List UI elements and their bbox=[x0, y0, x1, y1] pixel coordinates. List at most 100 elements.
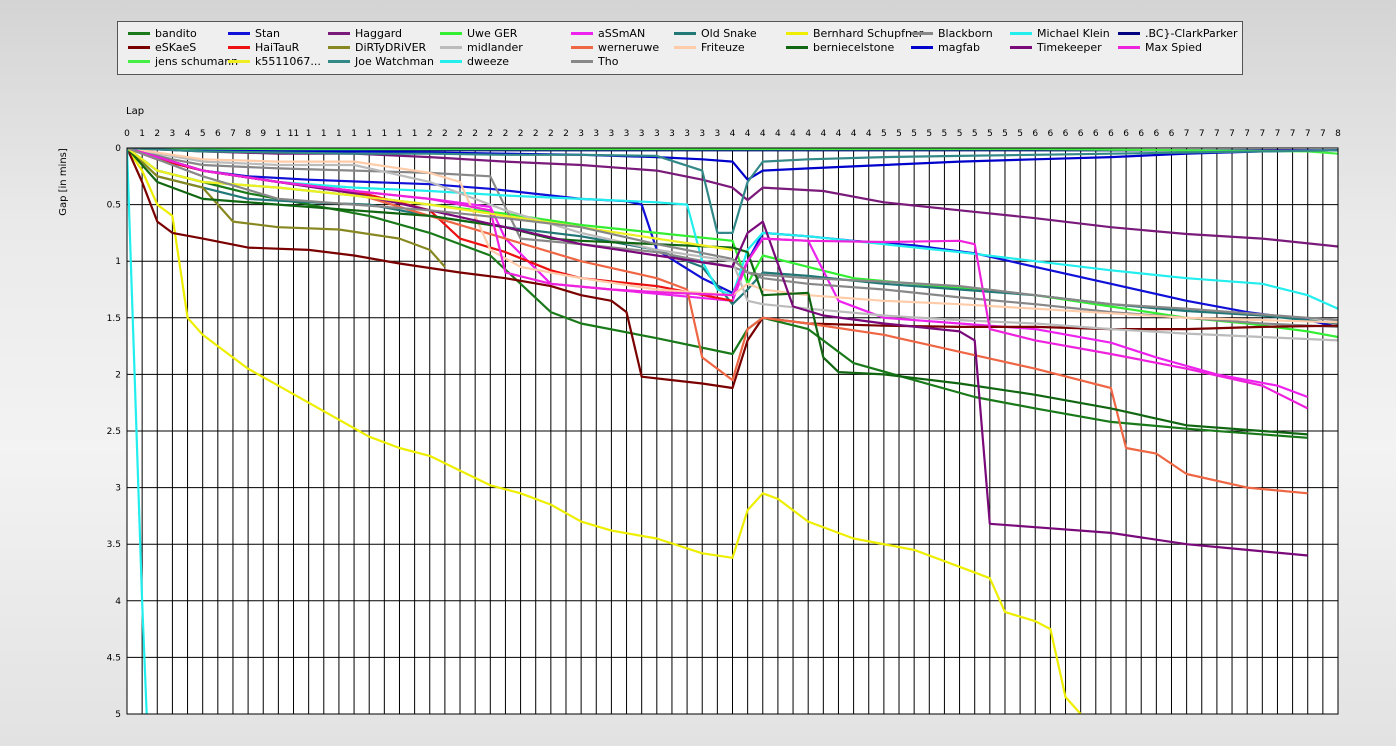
legend-label: Uwe GER bbox=[467, 27, 518, 40]
x-tick-label: 3 bbox=[578, 129, 584, 139]
x-tick-label: 4 bbox=[805, 129, 811, 139]
legend-swatch bbox=[228, 32, 250, 35]
legend-swatch bbox=[911, 46, 933, 49]
x-tick-label: 3 bbox=[609, 129, 615, 139]
x-tick-label: 5 bbox=[942, 129, 948, 139]
x-tick-label: 3 bbox=[170, 129, 176, 139]
x-tick-label: 4 bbox=[866, 129, 872, 139]
legend-label: midlander bbox=[467, 41, 523, 54]
series-line-dweeze bbox=[127, 148, 148, 714]
legend-label: Michael Klein bbox=[1037, 27, 1110, 40]
legend-swatch bbox=[674, 46, 696, 49]
x-tick-label: 4 bbox=[790, 129, 796, 139]
series-line-eskaes bbox=[127, 148, 1338, 390]
x-tick-label: 7 bbox=[1184, 129, 1190, 139]
y-tick-label: 0 bbox=[115, 144, 121, 154]
y-tick-label: 2.5 bbox=[107, 427, 121, 437]
x-tick-label: 3 bbox=[624, 129, 630, 139]
x-tick-label: 2 bbox=[518, 129, 524, 139]
series-lines bbox=[127, 148, 1338, 714]
x-tick-label: 6 bbox=[1123, 129, 1129, 139]
x-tick-label: 7 bbox=[1305, 129, 1311, 139]
legend-swatch bbox=[228, 60, 250, 63]
x-tick-label: 7 bbox=[1229, 129, 1235, 139]
x-tick-label: 6 bbox=[1169, 129, 1175, 139]
x-tick-label: 6 bbox=[1138, 129, 1144, 139]
x-tick-label: 1 bbox=[351, 129, 357, 139]
legend-swatch bbox=[571, 32, 593, 35]
x-tick-label: 5 bbox=[972, 129, 978, 139]
y-tick-label: 2 bbox=[115, 370, 121, 380]
y-tick-label: 5 bbox=[115, 710, 121, 720]
x-tick-label: 3 bbox=[654, 129, 660, 139]
y-tick-label: 1 bbox=[115, 257, 121, 267]
series-line-dirtydriver bbox=[127, 148, 446, 268]
legend-label: Max Spied bbox=[1145, 41, 1203, 54]
x-tick-label: 6 bbox=[1048, 129, 1054, 139]
x-tick-label: 5 bbox=[926, 129, 932, 139]
legend-swatch bbox=[228, 46, 250, 49]
legend-swatch bbox=[440, 32, 462, 35]
x-tick-label: 3 bbox=[593, 129, 599, 139]
x-tick-label: 7 bbox=[230, 129, 236, 139]
x-tick-label: 7 bbox=[1290, 129, 1296, 139]
legend-label: Bernhard Schupfner bbox=[813, 27, 924, 40]
x-tick-label: 1 bbox=[381, 129, 387, 139]
x-tick-label: 2 bbox=[427, 129, 433, 139]
legend-label: werneruwe bbox=[598, 41, 660, 54]
legend-label: Joe Watchman bbox=[355, 55, 434, 68]
legend-label: eSKaeS bbox=[155, 41, 197, 54]
legend-swatch bbox=[1118, 46, 1140, 49]
x-tick-label: 5 bbox=[1002, 129, 1008, 139]
x-tick-label: 7 bbox=[1199, 129, 1205, 139]
series-line-berniecelstone bbox=[127, 148, 1308, 436]
x-tick-label: 6 bbox=[1153, 129, 1159, 139]
x-tick-label: 5 bbox=[200, 129, 206, 139]
legend-swatch bbox=[1010, 46, 1032, 49]
legend-swatch bbox=[440, 46, 462, 49]
legend-swatch bbox=[328, 46, 350, 49]
legend-label: aSSmAN bbox=[598, 27, 646, 40]
x-tick-label: 11 bbox=[288, 129, 299, 139]
x-tick-label: 1 bbox=[276, 129, 282, 139]
x-tick-label: 2 bbox=[457, 129, 463, 139]
legend-swatch bbox=[1010, 32, 1032, 35]
legend-label: Stan bbox=[255, 27, 281, 40]
legend-label: HaiTauR bbox=[255, 41, 300, 54]
legend-label: dweeze bbox=[467, 55, 510, 68]
series-line-stan bbox=[127, 148, 1338, 328]
x-tick-label: 2 bbox=[548, 129, 554, 139]
legend-label: Friteuze bbox=[701, 41, 745, 54]
x-tick-label: 1 bbox=[397, 129, 403, 139]
series-line-max-spied bbox=[127, 148, 1309, 410]
x-tick-label: 7 bbox=[1244, 129, 1250, 139]
legend-label: Timekeeper bbox=[1037, 41, 1102, 54]
legend-label: Tho bbox=[598, 55, 619, 68]
legend-label: bandito bbox=[155, 27, 197, 40]
legend-swatch bbox=[571, 46, 593, 49]
y-tick-label: 4 bbox=[115, 597, 121, 607]
y-tick-label: 3.5 bbox=[107, 540, 121, 550]
x-tick-label: 9 bbox=[260, 129, 266, 139]
legend-swatch bbox=[786, 46, 808, 49]
x-tick-label: 3 bbox=[714, 129, 720, 139]
x-tick-label: 6 bbox=[1093, 129, 1099, 139]
legend-label: Old Snake bbox=[701, 27, 757, 40]
x-tick-label: 6 bbox=[1063, 129, 1069, 139]
legend-swatch bbox=[1118, 32, 1140, 35]
x-tick-label: 7 bbox=[1275, 129, 1281, 139]
x-tick-label: 5 bbox=[896, 129, 902, 139]
series-line-midlander bbox=[127, 148, 1338, 342]
x-tick-label: 6 bbox=[1078, 129, 1084, 139]
x-tick-label: 6 bbox=[215, 129, 221, 139]
x-tick-label: 2 bbox=[472, 129, 478, 139]
legend-swatch bbox=[128, 60, 150, 63]
legend-swatch bbox=[786, 32, 808, 35]
x-tick-label: 0 bbox=[124, 129, 130, 139]
x-tick-label: 1 bbox=[139, 129, 145, 139]
x-tick-label: 4 bbox=[185, 129, 191, 139]
x-tick-label: 7 bbox=[1320, 129, 1326, 139]
x-tick-label: 8 bbox=[245, 129, 251, 139]
x-tick-label: 1 bbox=[412, 129, 418, 139]
x-tick-label: 2 bbox=[503, 129, 509, 139]
